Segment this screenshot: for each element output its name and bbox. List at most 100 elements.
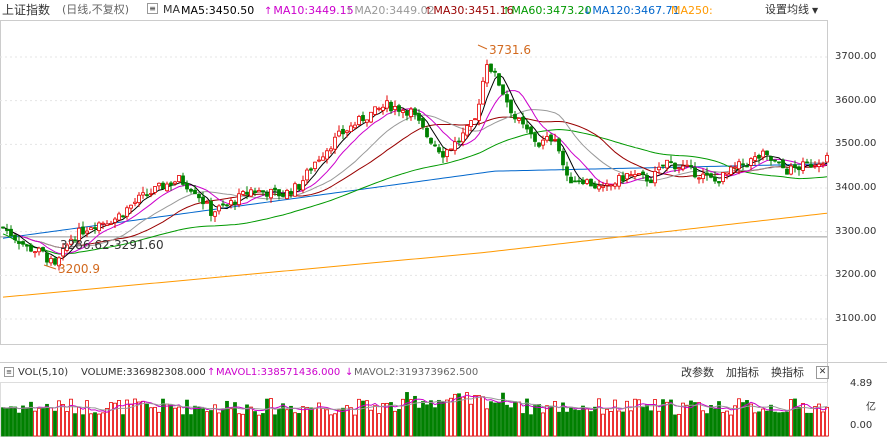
volume-bar	[289, 405, 293, 437]
mavol2-arrow-icon: ↓	[345, 367, 354, 378]
settings-icon[interactable]: ≡	[147, 3, 158, 14]
volume-bar	[529, 414, 533, 437]
volume-bar	[201, 408, 205, 437]
volume-bar	[565, 411, 569, 437]
candle-up	[349, 125, 353, 132]
price-tick: 3700.00	[835, 51, 877, 62]
candle-down	[669, 161, 673, 164]
candle-down	[245, 191, 249, 195]
price-tick: 3600.00	[835, 94, 877, 106]
candle-down	[661, 164, 665, 167]
volume-bar	[241, 413, 245, 437]
candle-down	[41, 247, 45, 252]
candle-down	[549, 134, 553, 142]
candle-up	[177, 175, 181, 183]
candle-up	[105, 223, 109, 226]
switch-indicator-button[interactable]: 换指标	[771, 366, 804, 379]
volume-bar	[153, 406, 157, 437]
ma-legend-ma250: MA250:	[671, 4, 713, 17]
change-params-button[interactable]: 改参数	[681, 366, 714, 379]
volume-bar	[257, 414, 261, 437]
candle-down	[769, 156, 773, 161]
volume-bar	[617, 410, 621, 437]
candle-down	[145, 194, 149, 197]
volume-bar	[453, 393, 457, 437]
volume-bar	[637, 399, 641, 437]
candle-down	[689, 165, 693, 167]
volume-bar	[353, 414, 357, 437]
candle-down	[265, 192, 269, 197]
candle-up	[377, 107, 381, 110]
volume-bar	[373, 405, 377, 437]
candle-up	[629, 174, 633, 177]
candle-up	[117, 213, 121, 221]
ma60-line	[2, 129, 828, 255]
ma-legend-ma5: MA5:3450.50	[181, 4, 254, 17]
candle-up	[373, 106, 377, 115]
volume-bar	[589, 411, 593, 437]
candle-down	[233, 201, 237, 205]
price-tick: 3300.00	[835, 225, 877, 237]
volume-bar	[809, 412, 813, 437]
volume-bar	[165, 403, 169, 437]
volume-bar	[25, 407, 29, 437]
candle-up	[401, 110, 405, 113]
candle-up	[737, 161, 741, 170]
volume-bar	[61, 404, 65, 437]
volume-bar	[801, 403, 805, 437]
volume-bar	[597, 398, 601, 437]
candle-down	[641, 171, 645, 175]
candle-up	[305, 169, 309, 181]
volume-bar	[497, 401, 501, 437]
volume-bar	[697, 402, 701, 437]
candle-up	[97, 222, 101, 231]
settings-ma-button[interactable]: 设置均线 ▼	[765, 4, 818, 17]
volume-bar	[745, 400, 749, 437]
volume-bar	[369, 409, 373, 437]
volume-bar	[449, 397, 453, 437]
volume-bar	[357, 398, 361, 437]
volume-bar	[161, 398, 165, 437]
candle-up	[637, 173, 641, 176]
close-icon[interactable]: ✕	[816, 366, 829, 379]
volume-axis-top: 4.89	[850, 378, 873, 389]
candle-up	[657, 166, 661, 171]
volume-bar	[553, 400, 557, 437]
candle-down	[253, 190, 257, 193]
candle-up	[381, 106, 385, 111]
volume-bar	[713, 408, 717, 437]
volume-bar	[477, 395, 481, 437]
volume-bar	[789, 399, 793, 437]
volume-bar	[213, 404, 217, 437]
volume-bar	[189, 414, 193, 437]
volume-bar	[721, 412, 725, 437]
volume-bar	[381, 403, 385, 437]
candle-up	[133, 201, 137, 204]
volume-bar	[681, 402, 685, 437]
volume-bar	[441, 401, 445, 437]
candle-down	[73, 239, 77, 242]
candle-down	[693, 167, 697, 178]
volume-bar	[37, 408, 41, 437]
volume-bar	[429, 400, 433, 437]
candle-down	[805, 161, 809, 164]
volume-bar	[113, 402, 117, 437]
volume-bar	[221, 409, 225, 437]
volume-bar	[269, 398, 273, 437]
volume-bar	[301, 406, 305, 437]
volume-bar	[725, 410, 729, 437]
ma-up-arrow-icon: ↑	[264, 6, 273, 17]
volume-settings-icon[interactable]: ≡	[4, 367, 14, 377]
volume-bar	[601, 413, 605, 437]
candle-down	[781, 159, 785, 169]
add-indicator-button[interactable]: 加指标	[726, 366, 759, 379]
candle-up	[597, 185, 601, 190]
candle-down	[529, 126, 533, 135]
candle-up	[109, 223, 113, 225]
ma-legend-text: MA10:3449.15	[273, 4, 354, 17]
candle-up	[33, 251, 37, 254]
volume-bar	[777, 412, 781, 437]
candle-down	[161, 182, 165, 190]
volume-bar	[585, 408, 589, 437]
volume-bar	[625, 400, 629, 437]
